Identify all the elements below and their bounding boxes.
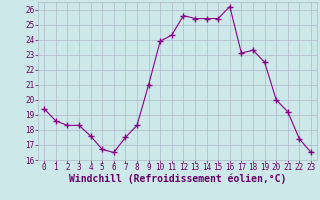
X-axis label: Windchill (Refroidissement éolien,°C): Windchill (Refroidissement éolien,°C) [69,173,286,184]
